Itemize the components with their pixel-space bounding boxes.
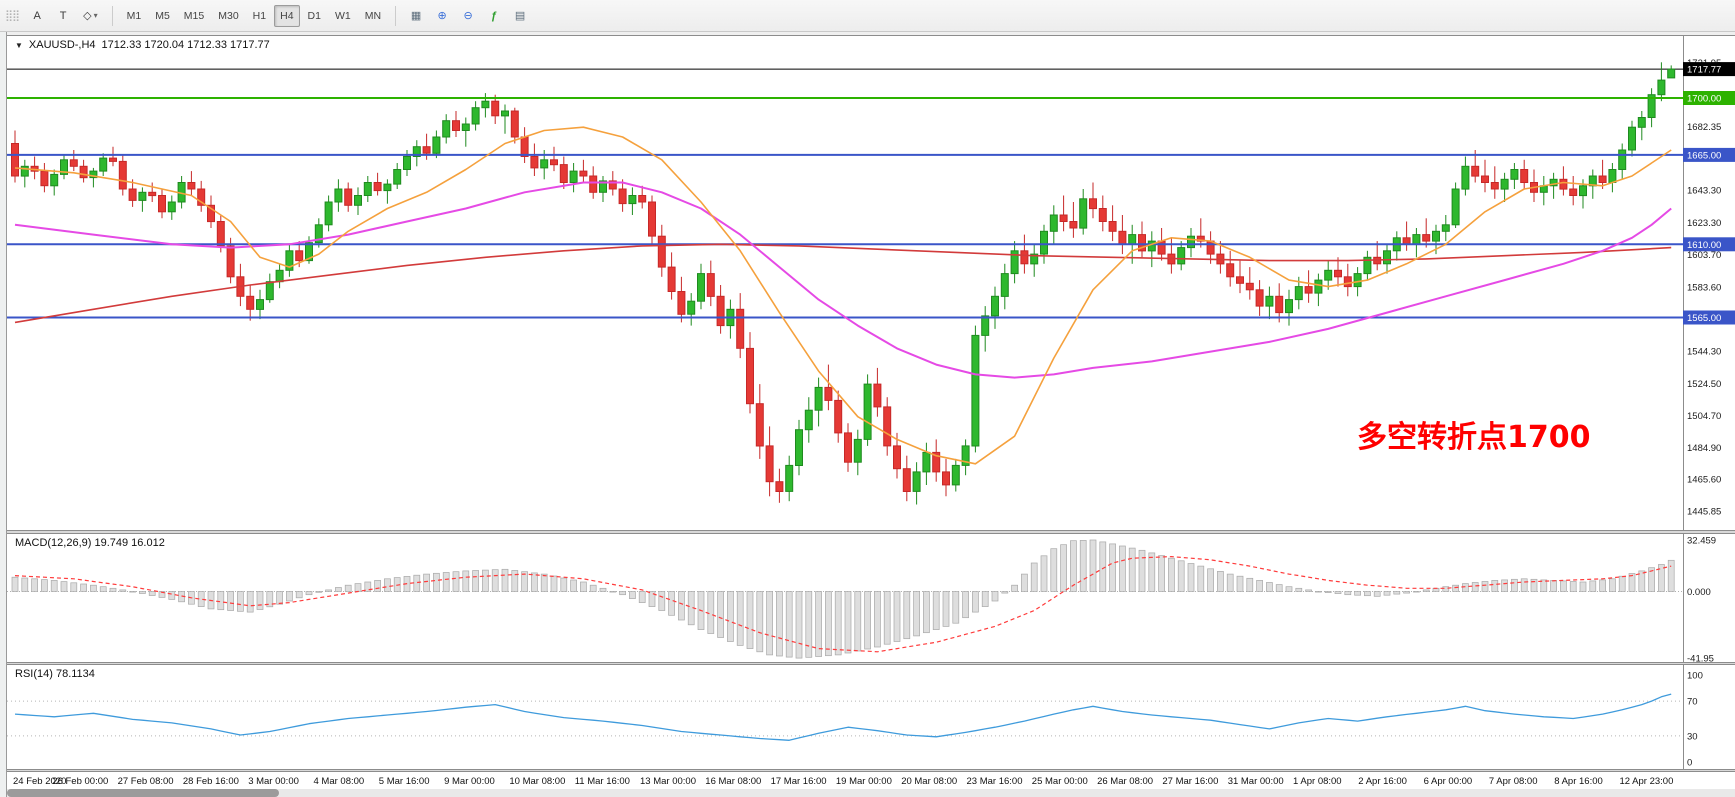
time-axis-label: 31 Mar 00:00 bbox=[1227, 776, 1284, 787]
timeframe-d1-button[interactable]: D1 bbox=[302, 5, 327, 27]
time-axis-label: 28 Feb 16:00 bbox=[182, 776, 239, 787]
time-axis-label: 9 Mar 00:00 bbox=[444, 776, 495, 787]
macd-canvas[interactable]: 32.459 0.000 -41.95 bbox=[7, 533, 1735, 663]
svg-text:1682.35: 1682.35 bbox=[1687, 122, 1721, 133]
toolbar-grip-icon: ⣿⣿ bbox=[5, 10, 20, 22]
time-axis-label: 5 Mar 16:00 bbox=[378, 776, 430, 787]
toolbar: ⣿⣿ A T ◇ ▾ M1 M5 M15 M30 H1 H4 D1 W1 MN … bbox=[0, 0, 1735, 32]
timeframe-m30-button[interactable]: M30 bbox=[212, 5, 244, 27]
time-axis-label: 7 Apr 08:00 bbox=[1488, 776, 1538, 787]
time-axis-label: 16 Mar 08:00 bbox=[705, 776, 762, 787]
svg-text:0.000: 0.000 bbox=[1687, 587, 1711, 598]
svg-text:1665.00: 1665.00 bbox=[1687, 150, 1721, 161]
svg-text:1544.30: 1544.30 bbox=[1687, 347, 1721, 358]
chart-window: 1721.951682.351643.301623.301603.701583.… bbox=[6, 32, 1735, 797]
svg-text:1603.70: 1603.70 bbox=[1687, 250, 1721, 261]
time-axis-label: 25 Mar 00:00 bbox=[1031, 776, 1088, 787]
timeframe-w1-button[interactable]: W1 bbox=[329, 5, 357, 27]
svg-text:30: 30 bbox=[1687, 731, 1698, 742]
scrollbar-thumb[interactable] bbox=[7, 789, 279, 797]
svg-text:1717.77: 1717.77 bbox=[1687, 65, 1721, 76]
svg-text:1623.30: 1623.30 bbox=[1687, 218, 1721, 229]
toolbar-separator bbox=[111, 5, 113, 26]
svg-text:0: 0 bbox=[1687, 758, 1692, 769]
svg-text:1643.30: 1643.30 bbox=[1687, 186, 1721, 197]
time-axis-label: 20 Mar 08:00 bbox=[901, 776, 958, 787]
rsi-canvas[interactable]: 100 70 30 0 bbox=[7, 664, 1735, 770]
svg-text:1504.70: 1504.70 bbox=[1687, 411, 1721, 422]
shapes-icon: ◇ bbox=[83, 10, 92, 22]
time-axis-label: 11 Mar 16:00 bbox=[574, 776, 630, 787]
indicators-icon[interactable]: ƒ bbox=[482, 5, 506, 27]
svg-text:70: 70 bbox=[1687, 697, 1698, 708]
time-axis-label: 1 Apr 08:00 bbox=[1293, 776, 1342, 787]
horizontal-scrollbar[interactable] bbox=[7, 789, 1735, 797]
text-tool-button[interactable]: T bbox=[51, 5, 75, 27]
svg-text:-41.95: -41.95 bbox=[1687, 654, 1714, 664]
svg-text:1484.90: 1484.90 bbox=[1687, 443, 1721, 454]
chart-title: ▼ XAUUSD-,H4 1712.33 1720.04 1712.33 171… bbox=[15, 39, 270, 51]
zoom-out-icon[interactable]: ⊖ bbox=[456, 5, 480, 27]
time-axis-label: 2 Apr 16:00 bbox=[1358, 776, 1407, 787]
timeframe-h4-button[interactable]: H4 bbox=[274, 4, 300, 27]
panel-splitter[interactable] bbox=[7, 663, 1735, 664]
svg-text:1565.00: 1565.00 bbox=[1687, 313, 1721, 324]
svg-text:1445.85: 1445.85 bbox=[1687, 507, 1721, 518]
panel-splitter[interactable] bbox=[7, 770, 1735, 771]
chart-annotation-text: 多空转折点1700 bbox=[1357, 420, 1591, 455]
rsi-indicator-label: RSI(14) 78.1134 bbox=[15, 668, 95, 680]
time-axis-label: 23 Mar 16:00 bbox=[966, 776, 1023, 787]
symbol-dropdown-icon: ▼ bbox=[15, 40, 23, 50]
time-axis-label: 26 Mar 08:00 bbox=[1097, 776, 1154, 787]
svg-text:100: 100 bbox=[1687, 671, 1703, 682]
panel-splitter[interactable] bbox=[7, 531, 1735, 533]
annotation-tool-button[interactable]: A bbox=[25, 5, 49, 27]
time-axis-label: 4 Mar 08:00 bbox=[313, 776, 365, 787]
svg-text:1583.60: 1583.60 bbox=[1687, 283, 1721, 294]
time-axis-label: 8 Apr 16:00 bbox=[1554, 776, 1603, 787]
timeframe-m1-button[interactable]: M1 bbox=[121, 5, 148, 27]
svg-text:1465.60: 1465.60 bbox=[1687, 475, 1721, 486]
time-axis-label: 24 Feb 2020 bbox=[13, 776, 67, 787]
time-axis-label: 12 Apr 23:00 bbox=[1619, 776, 1674, 787]
svg-text:1610.00: 1610.00 bbox=[1687, 240, 1721, 251]
time-axis-label: 19 Mar 00:00 bbox=[835, 776, 892, 787]
time-axis-label: 6 Apr 00:00 bbox=[1423, 776, 1473, 787]
time-axis-label: 17 Mar 16:00 bbox=[770, 776, 827, 787]
time-axis[interactable]: 24 Feb 2020 26 Feb 00:00 27 Feb 08:00 28 Fe… bbox=[7, 771, 1735, 789]
time-axis-label: 13 Mar 00:00 bbox=[640, 776, 696, 787]
ohlc-quote-label: 1712.33 1720.04 1712.33 1717.77 bbox=[101, 39, 270, 51]
timeframe-h1-button[interactable]: H1 bbox=[247, 5, 272, 27]
chevron-down-icon: ▾ bbox=[93, 11, 98, 20]
svg-text:1524.50: 1524.50 bbox=[1687, 379, 1721, 390]
toolbar-separator bbox=[395, 5, 397, 26]
timeframe-mn-button[interactable]: MN bbox=[359, 5, 387, 27]
time-axis-label: 3 Mar 00:00 bbox=[248, 776, 299, 787]
time-axis-label: 27 Mar 16:00 bbox=[1162, 776, 1219, 787]
time-axis-label: 26 Feb 00:00 bbox=[52, 776, 109, 787]
zoom-in-icon[interactable]: ⊕ bbox=[430, 5, 454, 27]
symbol-period-label: XAUUSD-,H4 bbox=[28, 39, 96, 51]
templates-icon[interactable]: ▤ bbox=[508, 5, 532, 27]
macd-indicator-label: MACD(12,26,9) 19.749 16.012 bbox=[15, 537, 165, 549]
main-chart-canvas[interactable]: 1721.951682.351643.301623.301603.701583.… bbox=[7, 35, 1735, 531]
svg-text:32.459: 32.459 bbox=[1687, 536, 1716, 547]
timeframe-m15-button[interactable]: M15 bbox=[178, 5, 210, 27]
timeframe-m5-button[interactable]: M5 bbox=[149, 5, 176, 27]
time-axis-label: 10 Mar 08:00 bbox=[509, 776, 566, 787]
tile-windows-icon[interactable]: ▦ bbox=[404, 5, 428, 27]
time-axis-label: 27 Feb 08:00 bbox=[117, 776, 174, 787]
shapes-tool-button[interactable]: ◇ ▾ bbox=[77, 5, 103, 27]
svg-text:1700.00: 1700.00 bbox=[1687, 94, 1721, 105]
